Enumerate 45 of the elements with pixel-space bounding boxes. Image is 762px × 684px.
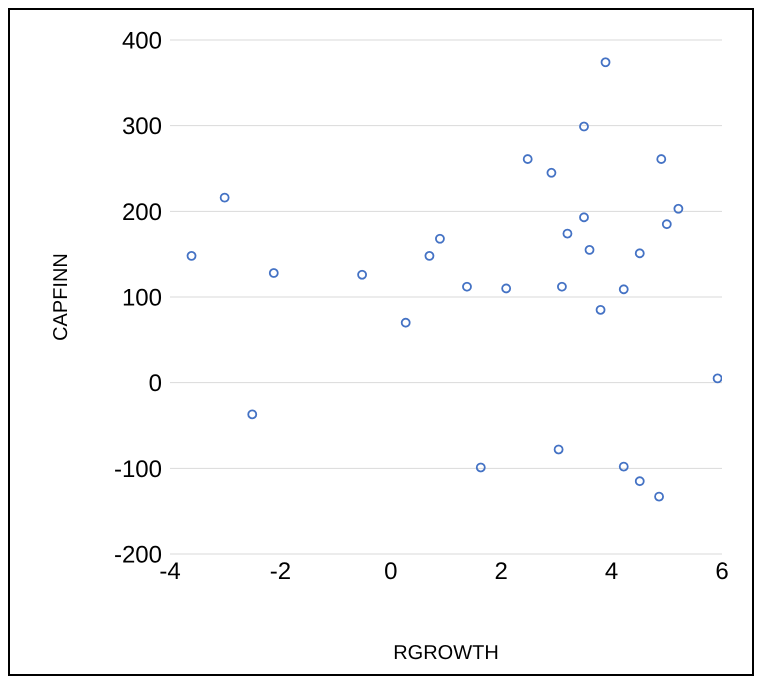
point xyxy=(476,462,486,472)
point xyxy=(656,154,666,164)
point xyxy=(522,154,533,164)
point xyxy=(618,462,629,472)
point xyxy=(435,234,445,244)
x-axis-title: RGROWTH xyxy=(393,642,499,664)
point xyxy=(557,282,567,292)
x-tick-label: 4 xyxy=(604,558,618,586)
point xyxy=(634,476,645,486)
point xyxy=(662,219,672,230)
point xyxy=(596,304,606,315)
y-tick-label: 200 xyxy=(122,198,162,226)
point xyxy=(220,192,230,203)
point xyxy=(584,244,594,255)
point xyxy=(579,212,589,222)
y-tick-label: -200 xyxy=(114,542,162,569)
x-tick-label: 6 xyxy=(715,558,729,586)
x-tick-label: -4 xyxy=(159,558,181,586)
point xyxy=(600,57,610,68)
point xyxy=(400,318,411,328)
point xyxy=(268,268,279,278)
point xyxy=(673,204,684,214)
point xyxy=(554,444,564,454)
point xyxy=(618,284,629,294)
point xyxy=(562,228,572,239)
x-tick-label: 2 xyxy=(494,558,508,586)
y-axis-title: CAPFINN xyxy=(50,253,72,341)
point xyxy=(634,248,645,258)
point xyxy=(654,492,664,502)
y-tick-label: -100 xyxy=(114,456,162,483)
point xyxy=(424,250,434,261)
point xyxy=(579,122,589,132)
point xyxy=(247,409,258,420)
point xyxy=(186,250,196,261)
y-tick-label: 100 xyxy=(122,284,162,312)
x-tick-label: 0 xyxy=(384,558,398,586)
y-tick-label: 400 xyxy=(122,28,162,55)
x-tick-label: -2 xyxy=(270,558,292,586)
point xyxy=(712,373,722,384)
y-tick-label: 300 xyxy=(122,113,162,140)
y-tick-label: 0 xyxy=(148,370,162,398)
point xyxy=(501,284,512,294)
point xyxy=(462,282,472,292)
point xyxy=(357,270,367,280)
point xyxy=(546,168,556,178)
